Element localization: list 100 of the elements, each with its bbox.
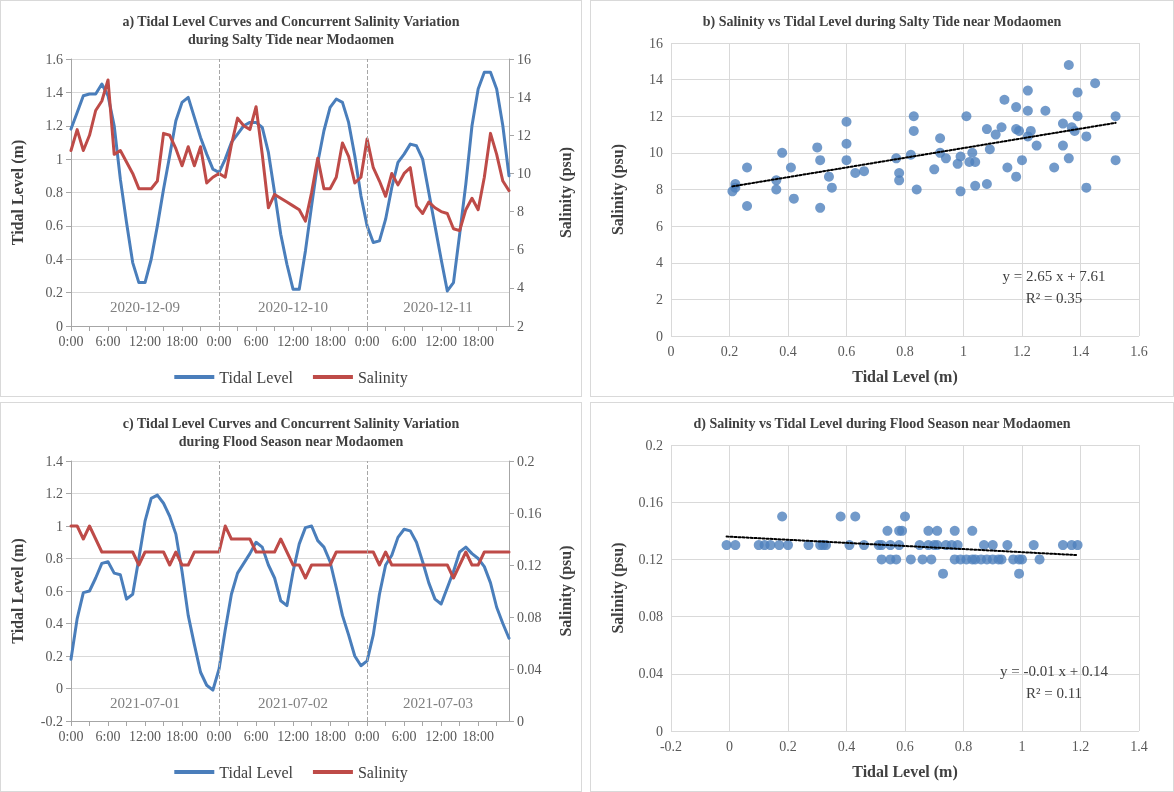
y-tick-label: 0.16 <box>638 494 663 510</box>
x-tick-label: 1.4 <box>1130 738 1148 754</box>
line-series <box>69 78 511 233</box>
y-axis-title: Tidal Level (m) <box>8 139 27 246</box>
legend-label: Salinity <box>357 763 408 782</box>
y2-tick-label: 16 <box>517 51 531 67</box>
x-tick-label: 0:00 <box>354 728 380 744</box>
y-tick-label: 0 <box>56 318 63 334</box>
legend-label: Salinity <box>357 368 408 387</box>
y-tick-label: 0 <box>56 681 63 696</box>
x-tick-label: 18:00 <box>314 333 347 349</box>
x-tick-label: 0:00 <box>206 728 232 744</box>
x-tick-label: 18:00 <box>462 333 495 349</box>
x-tick-label: 1.6 <box>1130 343 1148 359</box>
annotation: 2021-07-01 <box>110 694 181 711</box>
x-tick-label: 12:00 <box>129 728 161 744</box>
x-tick-label: 12:00 <box>277 728 310 744</box>
y-tick-label: 1.6 <box>45 51 63 67</box>
annotation: 2021-07-03 <box>403 694 474 711</box>
x-tick-label: 12:00 <box>425 333 458 349</box>
y2-tick-label: 0.04 <box>517 661 542 677</box>
y-tick-label: 8 <box>656 182 663 197</box>
x-tick-label: 12:00 <box>425 728 458 744</box>
y-tick-label: 12 <box>649 108 663 124</box>
chart-title: b) Salinity vs Tidal Level during Salty Tide near Modaomen <box>702 13 1062 30</box>
x-tick-label: 18:00 <box>166 728 198 744</box>
y-tick-label: 0.04 <box>638 666 663 682</box>
annotation: y = 2.65 x + 7.61 <box>1002 267 1106 284</box>
y2-tick-label: 0 <box>517 713 524 729</box>
y2-tick-label: 0.08 <box>517 609 542 625</box>
y2-tick-label: 2 <box>517 318 524 334</box>
annotation: 2020-12-09 <box>110 299 181 316</box>
y-tick-label: -0.2 <box>40 713 63 729</box>
x-tick-label: 6:00 <box>95 728 121 744</box>
x-tick-label: 0:00 <box>206 333 232 349</box>
chart-title: d) Salinity vs Tidal Level during Flood Season near Modaomen <box>693 415 1071 432</box>
x-tick-label: 0 <box>667 343 675 359</box>
x-tick-label: 0:00 <box>58 728 84 744</box>
x-tick-label: 0.2 <box>720 343 739 359</box>
y-tick-label: 10 <box>649 145 663 161</box>
x-tick-label: 12:00 <box>129 333 161 349</box>
y-axis-title: Tidal Level (m) <box>8 538 27 644</box>
y-tick-label: 0.8 <box>45 551 63 566</box>
legend-label: Tidal Level <box>219 763 294 781</box>
chart-title: c) Tidal Level Curves and Concurrent Salinity Variation during Flood Season near Modaomen <box>122 415 460 449</box>
y2-tick-label: 6 <box>517 242 524 258</box>
x-tick-label: 0.6 <box>896 738 914 754</box>
y2-tick-label: 14 <box>517 89 531 105</box>
legend-label: Tidal Level <box>219 368 294 386</box>
annotation: y = -0.01 x + 0.14 <box>999 662 1109 679</box>
y-tick-label: 2 <box>656 291 663 307</box>
y-tick-label: 6 <box>656 218 663 234</box>
x-tick-label: 6:00 <box>243 728 269 744</box>
x-tick-label: 1.2 <box>1071 738 1090 754</box>
annotation: 2020-12-11 <box>403 299 473 316</box>
y-tick-label: 0.12 <box>638 551 663 567</box>
x-tick-label: 6:00 <box>95 333 121 349</box>
y2-tick-label: 0.2 <box>517 453 535 469</box>
x-axis-title: Tidal Level (m) <box>852 367 958 386</box>
y-tick-label: 0.8 <box>45 185 63 200</box>
y-tick-label: 0.6 <box>45 218 63 234</box>
x-tick-label: 6:00 <box>243 333 269 349</box>
x-tick-label: 0:00 <box>58 333 84 349</box>
annotation: R² = 0.35 <box>1025 289 1083 306</box>
x-tick-label: 1.4 <box>1071 343 1090 359</box>
line-series <box>69 524 511 580</box>
x-tick-label: 0.8 <box>896 343 914 359</box>
y-tick-label: 0.6 <box>45 583 63 599</box>
y-tick-label: 0.2 <box>45 648 63 664</box>
line-series <box>69 70 511 293</box>
x-axis-title: Tidal Level (m) <box>852 762 958 781</box>
x-tick-label: 18:00 <box>166 333 198 349</box>
y2-axis-title: Salinity (psu) <box>556 545 575 637</box>
chart-title: a) Tidal Level Curves and Concurrent Salinity Variation during Salty Tide near Modaomen <box>122 13 460 47</box>
x-tick-label: 0.6 <box>837 343 856 359</box>
y-tick-label: 0.4 <box>45 251 63 267</box>
x-tick-label: 18:00 <box>462 728 495 744</box>
y-axis-title: Salinity (psu) <box>608 542 627 634</box>
y-tick-label: 1.2 <box>45 486 63 501</box>
y-tick-label: 0.08 <box>638 609 663 625</box>
y-tick-label: 16 <box>649 35 663 51</box>
x-tick-label: 1.2 <box>1013 343 1031 359</box>
x-tick-label: 12:00 <box>277 333 310 349</box>
y-tick-label: 1.2 <box>45 118 63 134</box>
y2-tick-label: 10 <box>517 165 531 181</box>
annotation: 2020-12-10 <box>258 299 329 316</box>
y-tick-label: 0.2 <box>645 437 663 453</box>
y2-tick-label: 0.16 <box>517 505 542 521</box>
y2-tick-label: 0.12 <box>517 557 542 573</box>
x-tick-label: 0:00 <box>354 333 380 349</box>
y2-axis-title: Salinity (psu) <box>556 146 575 239</box>
annotation: 2021-07-02 <box>258 694 329 711</box>
y-tick-label: 1.4 <box>45 84 63 100</box>
x-tick-label: 0.2 <box>779 738 797 754</box>
y2-tick-label: 12 <box>517 127 531 143</box>
y2-tick-label: 4 <box>517 280 524 296</box>
y-tick-label: 0.2 <box>45 285 63 301</box>
line-series <box>69 493 511 692</box>
x-tick-label: 18:00 <box>314 728 347 744</box>
x-tick-label: 0.4 <box>779 343 797 359</box>
